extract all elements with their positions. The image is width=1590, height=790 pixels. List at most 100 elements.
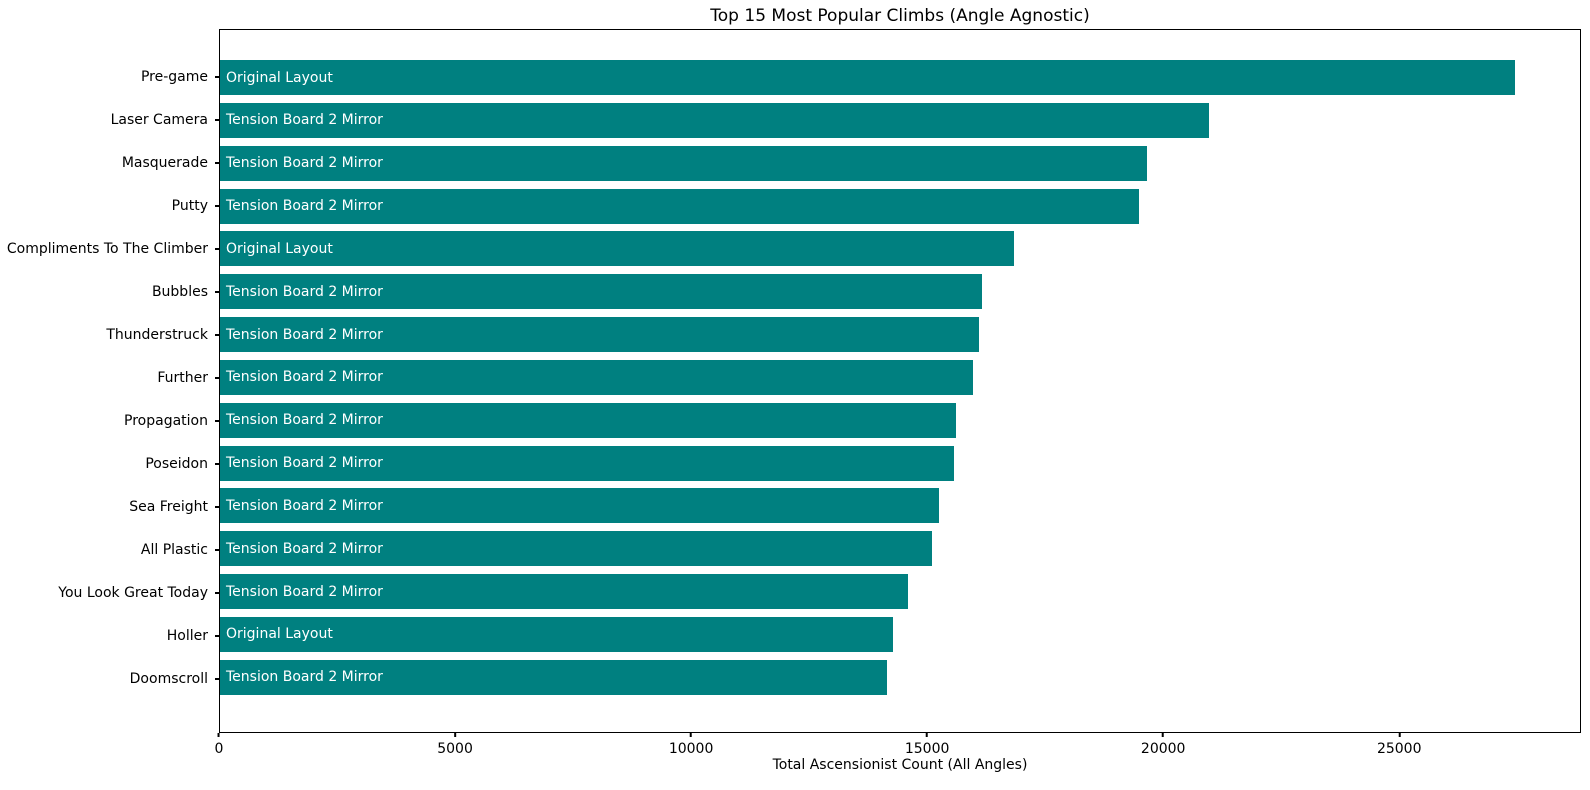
y-tick-row-compliments-to-the-climber: Compliments To The Climber xyxy=(0,231,219,266)
x-tick-label: 5000 xyxy=(437,741,473,757)
y-tick-row-bubbles: Bubbles xyxy=(0,274,219,309)
y-tick-mark xyxy=(215,290,219,293)
x-axis-title: Total Ascensionist Count (All Angles) xyxy=(772,757,1028,773)
y-tick-label: Sea Freight xyxy=(129,498,208,515)
bar-row-bubbles: Tension Board 2 Mirror xyxy=(220,274,1580,310)
bar-row-pre-game: Original Layout xyxy=(220,60,1580,95)
x-tick-0: 0 xyxy=(214,733,224,757)
y-tick-label: Propagation xyxy=(124,412,208,429)
y-tick-mark xyxy=(215,161,219,164)
bars-container: Original Layout Tension Board 2 Mirror Ten… xyxy=(220,30,1580,732)
x-tick-mark xyxy=(217,733,220,737)
bar-layout-label: Original Layout xyxy=(226,69,333,86)
bar-all-plastic: Tension Board 2 Mirror xyxy=(220,531,932,567)
y-tick-label: Doomscroll xyxy=(129,670,208,687)
y-tick-mark xyxy=(215,247,219,250)
y-tick-row-propagation: Propagation xyxy=(0,403,219,438)
bar-row-you-look-great-today: Tension Board 2 Mirror xyxy=(220,574,1580,610)
bar-laser-camera: Tension Board 2 Mirror xyxy=(220,102,1209,138)
bar-row-holler: Original Layout xyxy=(220,616,1580,652)
bar-layout-label: Tension Board 2 Mirror xyxy=(226,198,383,215)
y-tick-row-doomscroll: Doomscroll xyxy=(0,661,219,696)
y-tick-row-sea-freight: Sea Freight xyxy=(0,489,219,524)
y-tick-mark xyxy=(215,75,219,78)
y-tick-label: Putty xyxy=(171,197,208,214)
bar-row-doomscroll: Tension Board 2 Mirror xyxy=(220,659,1580,695)
bar-sea-freight: Tension Board 2 Mirror xyxy=(220,488,939,524)
y-tick-label: Bubbles xyxy=(151,283,208,300)
bar-poseidon: Tension Board 2 Mirror xyxy=(220,445,954,481)
bar-bubbles: Tension Board 2 Mirror xyxy=(220,274,982,310)
bar-layout-label: Tension Board 2 Mirror xyxy=(226,497,383,514)
y-tick-mark xyxy=(215,118,219,121)
y-tick-label: Masquerade xyxy=(121,154,208,171)
bar-row-putty: Tension Board 2 Mirror xyxy=(220,188,1580,224)
y-tick-row-pre-game: Pre-game xyxy=(0,59,219,94)
bar-row-propagation: Tension Board 2 Mirror xyxy=(220,402,1580,438)
bar-row-thunderstruck: Tension Board 2 Mirror xyxy=(220,317,1580,353)
y-tick-mark xyxy=(215,204,219,207)
bar-layout-label: Tension Board 2 Mirror xyxy=(226,583,383,600)
y-tick-mark xyxy=(215,419,219,422)
bar-layout-label: Tension Board 2 Mirror xyxy=(226,412,383,429)
y-tick-label: You Look Great Today xyxy=(58,584,208,601)
x-tick-10000: 10000 xyxy=(669,733,713,757)
bar-layout-label: Tension Board 2 Mirror xyxy=(226,326,383,343)
y-tick-label: All Plastic xyxy=(140,541,208,558)
y-tick-mark xyxy=(215,505,219,508)
y-tick-mark xyxy=(215,376,219,379)
bar-row-compliments-to-the-climber: Original Layout xyxy=(220,231,1580,267)
x-tick-label: 15000 xyxy=(904,741,950,757)
bar-layout-label: Original Layout xyxy=(226,240,333,257)
y-tick-label: Pre-game xyxy=(140,68,208,85)
y-tick-mark xyxy=(215,548,219,551)
x-tick-mark xyxy=(454,733,457,737)
x-axis: 0 5000 10000 15000 20000 25000 xyxy=(215,733,1581,759)
x-tick-mark xyxy=(1162,733,1165,737)
y-tick-mark xyxy=(215,333,219,336)
y-tick-row-masquerade: Masquerade xyxy=(0,145,219,180)
x-tick-label: 0 xyxy=(214,741,224,757)
y-axis-labels: Pre-game Laser Camera Masquerade Putty Compl… xyxy=(0,29,219,733)
y-tick-mark xyxy=(215,462,219,465)
bar-propagation: Tension Board 2 Mirror xyxy=(220,402,957,438)
bar-pre-game: Original Layout xyxy=(220,60,1515,95)
y-tick-label: Compliments To The Climber xyxy=(6,240,208,257)
bar-layout-label: Tension Board 2 Mirror xyxy=(226,369,383,386)
y-tick-row-holler: Holler xyxy=(0,618,219,653)
y-tick-row-you-look-great-today: You Look Great Today xyxy=(0,575,219,610)
bar-row-laser-camera: Tension Board 2 Mirror xyxy=(220,102,1580,138)
bar-layout-label: Tension Board 2 Mirror xyxy=(226,283,383,300)
bar-row-further: Tension Board 2 Mirror xyxy=(220,359,1580,395)
x-tick-mark xyxy=(690,733,693,737)
y-tick-mark xyxy=(215,591,219,594)
bar-layout-label: Tension Board 2 Mirror xyxy=(226,455,383,472)
bar-layout-label: Original Layout xyxy=(226,626,333,643)
y-tick-row-further: Further xyxy=(0,360,219,395)
x-tick-label: 25000 xyxy=(1376,741,1422,757)
y-tick-label: Poseidon xyxy=(145,455,208,472)
bar-row-masquerade: Tension Board 2 Mirror xyxy=(220,145,1580,181)
bar-you-look-great-today: Tension Board 2 Mirror xyxy=(220,574,908,610)
bar-putty: Tension Board 2 Mirror xyxy=(220,188,1139,224)
y-tick-label: Holler xyxy=(166,627,208,644)
x-tick-5000: 5000 xyxy=(437,733,473,757)
bar-further: Tension Board 2 Mirror xyxy=(220,359,973,395)
bar-layout-label: Tension Board 2 Mirror xyxy=(226,540,383,557)
bar-masquerade: Tension Board 2 Mirror xyxy=(220,145,1147,181)
bar-holler: Original Layout xyxy=(220,616,894,652)
y-tick-row-putty: Putty xyxy=(0,188,219,223)
plot-area: Original Layout Tension Board 2 Mirror Ten… xyxy=(219,29,1581,733)
bar-layout-label: Tension Board 2 Mirror xyxy=(226,112,383,129)
y-tick-row-all-plastic: All Plastic xyxy=(0,532,219,567)
y-tick-label: Thunderstruck xyxy=(106,326,208,343)
x-tick-25000: 25000 xyxy=(1377,733,1422,757)
y-tick-mark xyxy=(215,677,219,680)
bar-row-poseidon: Tension Board 2 Mirror xyxy=(220,445,1580,481)
chart-title: Top 15 Most Popular Climbs (Angle Agnost… xyxy=(710,6,1090,26)
bar-layout-label: Tension Board 2 Mirror xyxy=(226,155,383,172)
bar-row-all-plastic: Tension Board 2 Mirror xyxy=(220,531,1580,567)
bar-thunderstruck: Tension Board 2 Mirror xyxy=(220,317,980,353)
bar-row-sea-freight: Tension Board 2 Mirror xyxy=(220,488,1580,524)
